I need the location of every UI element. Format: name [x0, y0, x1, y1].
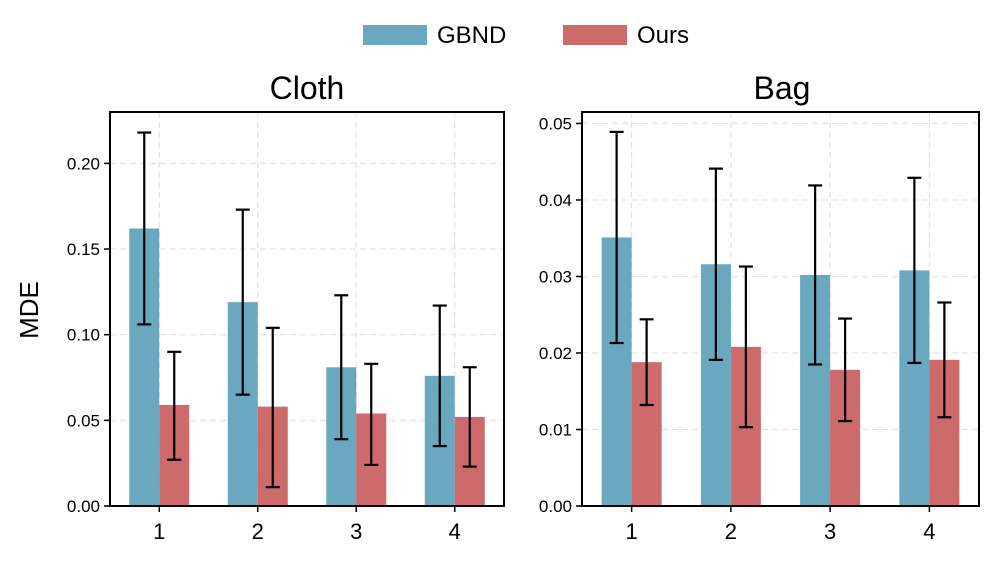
y-axis-label: MDE [14, 281, 44, 339]
cloth-title: Cloth [270, 70, 345, 106]
y-tick-label: 0.05 [539, 114, 572, 133]
x-tick-label: 3 [824, 519, 836, 544]
y-tick-label: 0.00 [67, 497, 100, 516]
bag-title: Bag [754, 70, 811, 106]
legend-label-gbnd: GBND [437, 22, 506, 49]
legend: GBND Ours [363, 22, 689, 49]
axes-frame [109, 111, 505, 507]
y-tick-label: 0.10 [67, 326, 100, 345]
y-tick-label: 0.04 [539, 191, 572, 210]
axes-frame [581, 111, 980, 507]
x-tick-label: 2 [725, 519, 737, 544]
x-tick-label: 4 [923, 519, 935, 544]
x-tick-label: 1 [153, 519, 165, 544]
y-tick-label: 0.20 [67, 154, 100, 173]
bag-panel: Bag 0.00 0.01 0.02 0.03 0.04 0.05 1 2 3 4 [539, 70, 980, 544]
y-tick-label: 0.02 [539, 344, 572, 363]
x-tick-label: 1 [626, 519, 638, 544]
y-tick-label: 0.15 [67, 240, 100, 259]
x-tick-label: 2 [252, 519, 264, 544]
legend-label-ours: Ours [637, 22, 689, 49]
legend-swatch-gbnd [363, 25, 427, 45]
y-tick-label: 0.00 [539, 497, 572, 516]
y-tick-label: 0.05 [67, 411, 100, 430]
x-tick-label: 4 [449, 519, 461, 544]
x-tick-label: 3 [350, 519, 362, 544]
legend-swatch-ours [563, 25, 627, 45]
y-tick-label: 0.01 [539, 420, 572, 439]
cloth-panel: Cloth MDE 0.00 0.05 0.10 0.15 0.20 1 2 3 4 [14, 70, 505, 544]
y-tick-label: 0.03 [539, 267, 572, 286]
